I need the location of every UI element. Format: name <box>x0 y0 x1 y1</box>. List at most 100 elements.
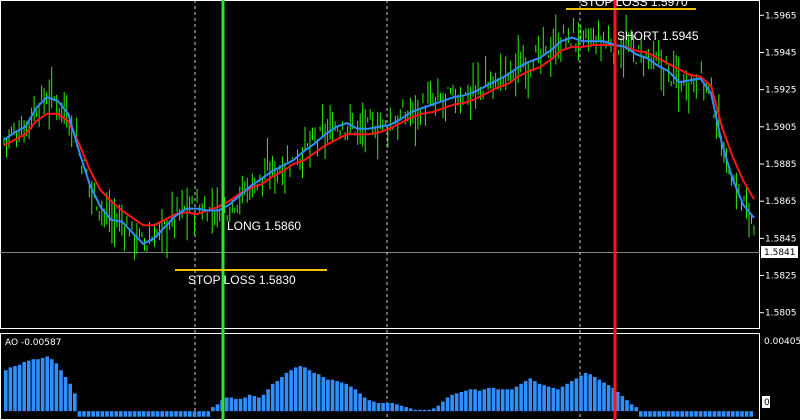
ao-bar <box>261 394 266 412</box>
price-tick-label-0: 1.5965 <box>765 11 797 21</box>
ao-tick-top: 0.00405 <box>764 337 800 347</box>
ao-bar <box>13 366 17 412</box>
ao-bar <box>312 372 316 412</box>
ao-bar <box>579 375 583 412</box>
ao-bar <box>86 411 91 417</box>
ao-bar <box>468 389 473 412</box>
ao-bar <box>537 383 542 412</box>
long-label: LONG 1.5860 <box>227 219 301 233</box>
ao-bar <box>657 411 661 417</box>
ao-bar <box>602 382 606 412</box>
ao-bar <box>211 407 215 412</box>
ao-bar <box>169 411 174 417</box>
ao-bar <box>399 405 404 412</box>
price-tick-label-6: 1.5845 <box>765 234 797 244</box>
ao-bar <box>238 398 243 412</box>
ao-bar <box>740 411 744 417</box>
ao-bar <box>611 387 615 412</box>
ao-bar <box>155 411 160 417</box>
ao-bar <box>482 389 487 412</box>
ao-bar <box>183 411 187 417</box>
ao-bar <box>160 411 164 417</box>
ao-bar <box>243 397 247 412</box>
ao-title: AO -0.00587 <box>5 338 61 348</box>
ao-bar <box>514 386 519 412</box>
price-tick-label-5: 1.5865 <box>765 197 797 207</box>
ao-bar <box>146 411 151 417</box>
ao-bar <box>96 411 100 417</box>
ao-bar <box>629 404 634 412</box>
ao-bar <box>422 409 427 412</box>
ao-bar <box>298 366 303 412</box>
ao-bar <box>91 411 95 417</box>
vertical-grid <box>194 0 581 420</box>
price-tick-label-3: 1.5905 <box>765 123 797 133</box>
ao-bar <box>459 392 464 412</box>
ao-bar <box>142 411 146 417</box>
ao-bar <box>105 411 109 417</box>
ao-bar <box>735 411 740 417</box>
ao-bar <box>349 386 353 412</box>
price-tick-label-2: 1.5925 <box>765 86 797 96</box>
ao-bar <box>344 383 349 412</box>
ao-bar <box>408 408 413 412</box>
ao-bar <box>151 411 155 417</box>
ao-bar <box>431 408 436 412</box>
ao-bar <box>556 389 560 412</box>
ao-bar <box>666 411 671 417</box>
ao-bar <box>445 397 450 412</box>
ao-bar <box>45 356 49 412</box>
ao-bar <box>36 359 40 412</box>
ao-bar <box>487 387 491 412</box>
ao-histogram <box>4 356 753 417</box>
ao-bar <box>50 359 54 412</box>
ao-bar <box>574 378 579 412</box>
ao-bar <box>229 397 234 412</box>
current-price-value: 1.5841 <box>764 248 796 258</box>
ao-bar <box>593 377 597 412</box>
ao-bar <box>178 411 183 417</box>
ao-bar <box>63 377 68 412</box>
ao-bar <box>275 381 280 412</box>
ao-bar <box>326 379 330 412</box>
ao-bar <box>597 379 602 412</box>
ao-bar <box>717 411 721 417</box>
price-tick-label-4: 1.5885 <box>765 160 797 170</box>
ao-bar <box>201 411 206 417</box>
ao-bar <box>289 370 293 412</box>
ao-bar <box>413 409 418 412</box>
ao-bar <box>491 387 496 412</box>
ao-bar <box>247 394 252 412</box>
ao-bar <box>4 370 8 412</box>
ao-bar <box>436 405 441 412</box>
ao-bar <box>560 386 565 412</box>
ao-bar <box>551 387 556 412</box>
ao-bar <box>588 374 592 412</box>
ao-bar <box>280 377 284 412</box>
ao-bar <box>620 396 625 412</box>
price-tick-label-1: 1.5945 <box>765 48 797 58</box>
ao-bar <box>303 367 307 412</box>
ao-bar <box>376 403 381 412</box>
ao-bar <box>533 381 537 412</box>
ao-bar <box>726 411 730 417</box>
ao-bar <box>123 411 128 417</box>
ao-bar <box>73 393 77 412</box>
ao-bar <box>128 411 132 417</box>
ao-bar <box>40 357 45 412</box>
slow-ma-line <box>3 44 755 227</box>
ao-bar <box>367 400 372 412</box>
ao-bar <box>77 411 82 417</box>
ao-bar <box>390 403 395 412</box>
ao-bar <box>215 404 220 412</box>
ao-bar <box>464 390 468 412</box>
ao-bar <box>224 397 229 412</box>
ao-bar <box>137 411 141 417</box>
ao-bar <box>708 411 712 417</box>
ao-bar <box>675 411 680 417</box>
stop-loss-short-label: STOP LOSS 1.5970 <box>580 0 688 9</box>
ao-bar <box>731 411 735 417</box>
ao-bar <box>542 385 546 412</box>
stop-loss-long-label: STOP LOSS 1.5830 <box>188 273 296 287</box>
